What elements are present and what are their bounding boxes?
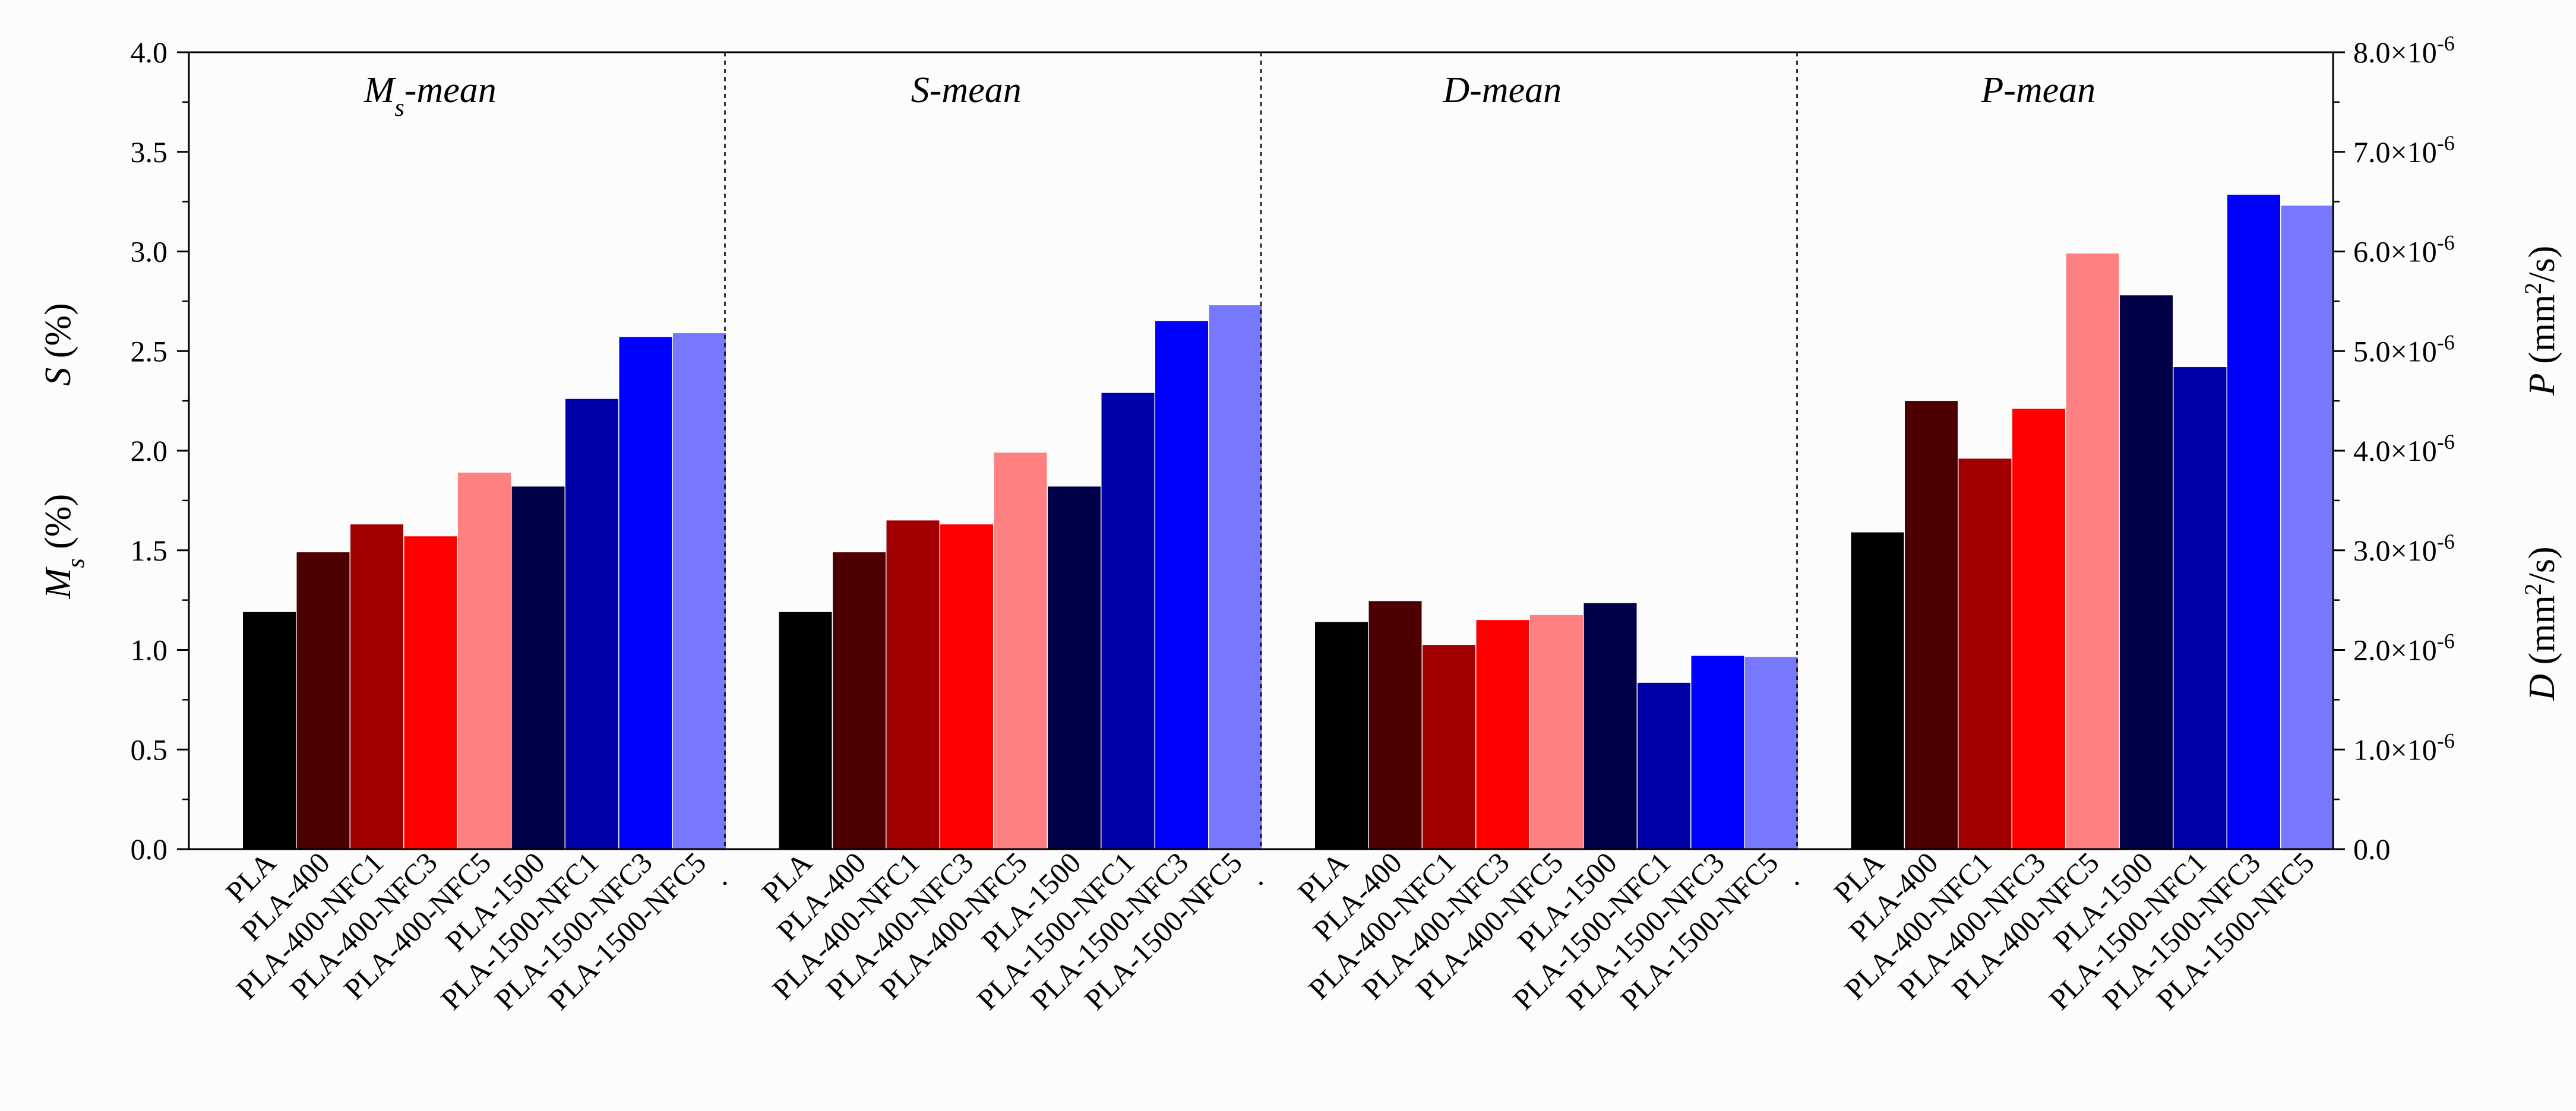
bar-1-pla-1500-nfc5 — [673, 333, 726, 849]
bar-3-pla-1500-nfc5 — [1745, 657, 1798, 849]
bar-3-pla-1500-nfc1 — [1638, 682, 1690, 849]
bar-3-pla-400 — [1368, 601, 1422, 849]
right-tick-label: 7.0×10-6 — [2353, 131, 2455, 169]
left-tick-label: 0.5 — [131, 733, 168, 766]
bar-2-pla-400-nfc1 — [886, 520, 940, 849]
bar-3-pla-400-nfc5 — [1530, 615, 1583, 849]
bar-3-pla — [1315, 622, 1368, 849]
left-axis-title: S (%) — [38, 303, 78, 385]
bar-3-pla-400-nfc1 — [1423, 645, 1475, 849]
left-tick-label: 3.0 — [131, 235, 168, 268]
bar-2-pla — [779, 612, 832, 849]
left-tick-label: 1.5 — [131, 534, 168, 567]
left-tick-label: 3.5 — [131, 135, 168, 169]
right-tick-label: 3.0×10-6 — [2353, 530, 2455, 567]
bar-4-pla — [1851, 532, 1904, 849]
bar-2-pla-400-nfc3 — [940, 524, 993, 849]
separator-mark: . — [1793, 858, 1801, 891]
bar-4-pla-400 — [1905, 401, 1958, 849]
right-tick-label: 8.0×10-6 — [2353, 31, 2455, 69]
left-axis-title: Ms (%) — [38, 494, 90, 599]
bar-4-pla-1500-nfc1 — [2173, 367, 2227, 849]
bar-4-pla-1500 — [2120, 295, 2173, 849]
bar-1-pla-400-nfc5 — [458, 472, 511, 849]
separator-mark: . — [721, 858, 729, 891]
bar-4-pla-400-nfc1 — [1958, 458, 2012, 849]
panel-title: Ms-mean — [364, 70, 497, 122]
left-tick-label: 2.0 — [131, 434, 168, 467]
right-tick-label: 1.0×10-6 — [2353, 729, 2455, 766]
bar-2-pla-1500-nfc5 — [1209, 305, 1262, 849]
bar-3-pla-1500-nfc3 — [1691, 656, 1744, 849]
right-tick-label: 5.0×10-6 — [2353, 330, 2455, 368]
bar-2-pla-400-nfc5 — [994, 452, 1047, 849]
axis-ticks — [177, 51, 2345, 850]
bar-1-pla-1500-nfc1 — [565, 398, 618, 849]
bar-3-pla-400-nfc3 — [1476, 620, 1529, 849]
bar-3-pla-1500 — [1583, 603, 1637, 849]
left-tick-label: 0.0 — [131, 833, 168, 866]
bar-2-pla-1500 — [1048, 486, 1101, 849]
right-tick-label: 6.0×10-6 — [2353, 231, 2455, 268]
left-tick-label: 1.0 — [131, 634, 168, 667]
left-tick-label: 2.5 — [131, 334, 168, 368]
right-axis-title: P (mm2/s) — [2520, 246, 2563, 396]
bar-2-pla-1500-nfc3 — [1155, 321, 1208, 849]
bar-1-pla — [243, 612, 296, 849]
right-tick-label: 0.0 — [2353, 833, 2391, 866]
bar-4-pla-1500-nfc3 — [2227, 194, 2280, 849]
left-tick-label: 4.0 — [131, 36, 168, 69]
bar-1-pla-400-nfc3 — [404, 536, 457, 849]
right-axis-title: D (mm2/s) — [2520, 546, 2563, 701]
bar-2-pla-1500-nfc1 — [1101, 393, 1155, 849]
bar-4-pla-400-nfc3 — [2012, 409, 2065, 849]
bar-1-pla-400-nfc1 — [350, 524, 403, 849]
panel-title: P-mean — [1980, 70, 2095, 110]
bar-1-pla-1500 — [511, 486, 565, 849]
panel-title: D-mean — [1442, 70, 1562, 110]
bars-layer — [243, 194, 2334, 850]
bar-1-pla-400 — [296, 552, 350, 849]
separator-mark: . — [1257, 858, 1265, 891]
bar-1-pla-1500-nfc3 — [619, 337, 672, 849]
right-tick-label: 2.0×10-6 — [2353, 629, 2455, 667]
bar-2-pla-400 — [833, 552, 886, 849]
panel-title: S-mean — [911, 70, 1022, 110]
bar-4-pla-400-nfc5 — [2066, 253, 2119, 850]
right-tick-label: 4.0×10-6 — [2353, 430, 2455, 467]
bar-4-pla-1500-nfc5 — [2281, 205, 2334, 850]
